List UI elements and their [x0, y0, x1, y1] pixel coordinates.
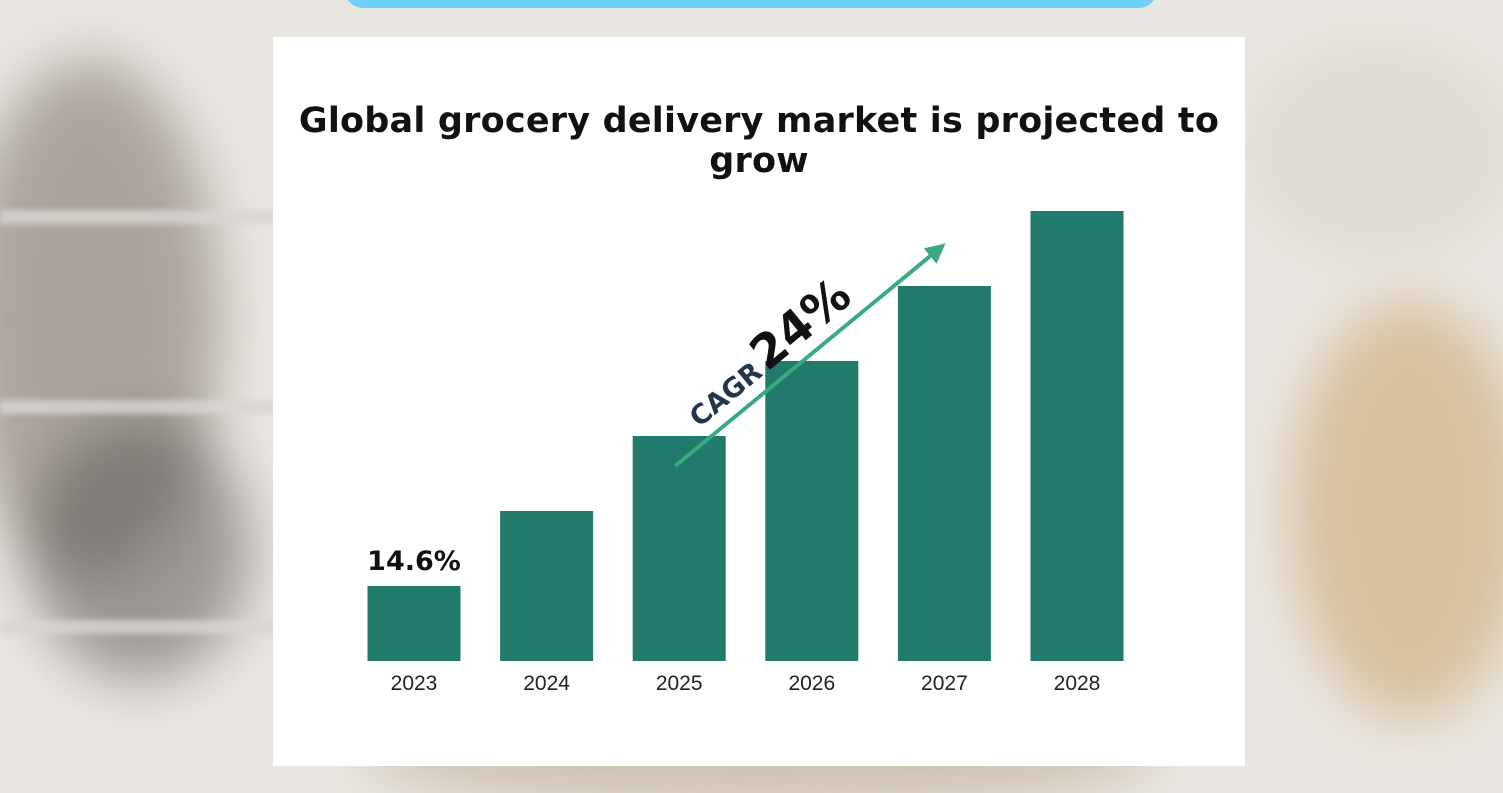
bar-2027	[897, 286, 991, 661]
chart-title: Global grocery delivery market is projec…	[298, 101, 1220, 181]
bar-2026	[765, 361, 859, 661]
bar-2025	[632, 436, 726, 661]
bar-2023	[367, 586, 461, 661]
data-label-2023: 14.6%	[367, 546, 461, 577]
x-tick-2023: 2023	[391, 672, 438, 695]
x-tick-2026: 2026	[788, 672, 835, 695]
bar-2028	[1030, 211, 1124, 661]
x-tick-2027: 2027	[921, 672, 968, 695]
bar-2024	[500, 511, 594, 661]
x-tick-2028: 2028	[1054, 672, 1101, 695]
cagr-arrow	[673, 243, 946, 468]
x-tick-2025: 2025	[656, 672, 703, 695]
x-tick-2024: 2024	[523, 672, 570, 695]
bar-chart: 2023 2024 2025 2026 2027 2028 14.6% CAGR 24%	[367, 211, 1124, 695]
top-banner	[345, 0, 1157, 8]
